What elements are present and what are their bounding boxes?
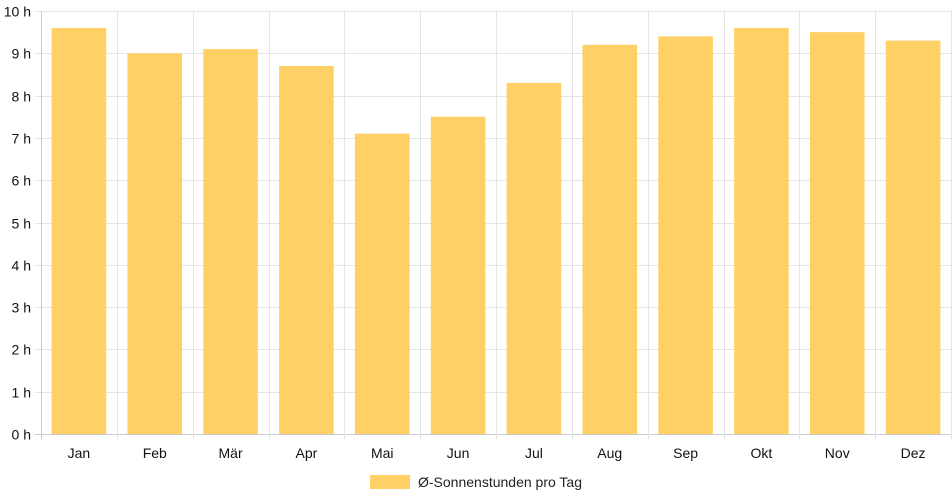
legend-swatch — [370, 475, 411, 489]
y-tick-label: 6 h — [12, 173, 31, 189]
y-tick-label: 3 h — [12, 300, 31, 316]
y-tick-label: 5 h — [12, 216, 31, 232]
y-tick-label: 0 h — [12, 427, 31, 443]
x-tick-label: Sep — [673, 445, 698, 461]
bar-Dez[interactable] — [885, 40, 941, 435]
legend-label: Ø-Sonnenstunden pro Tag — [418, 474, 582, 490]
grid-lines — [35, 11, 952, 440]
y-tick-label: 10 h — [4, 4, 31, 20]
bar-Sep[interactable] — [658, 36, 713, 434]
x-tick-label: Okt — [751, 445, 773, 461]
bar-Aug[interactable] — [582, 44, 638, 435]
x-tick-label: Jun — [447, 445, 470, 461]
bar-Mai[interactable] — [354, 133, 410, 435]
x-tick-label: Aug — [597, 445, 622, 461]
bar-Okt[interactable] — [734, 27, 789, 434]
y-tick-label: 1 h — [12, 385, 31, 401]
x-tick-label: Mai — [371, 445, 394, 461]
bars — [51, 27, 941, 435]
y-tick-label: 8 h — [12, 89, 31, 105]
y-tick-label: 7 h — [12, 131, 31, 147]
bar-Jan[interactable] — [51, 27, 107, 434]
x-tick-label: Jan — [68, 445, 91, 461]
bar-Nov[interactable] — [809, 32, 865, 435]
x-tick-label: Mär — [219, 445, 243, 461]
bar-Mär[interactable] — [203, 49, 258, 434]
x-tick-label: Feb — [143, 445, 167, 461]
bar-Jun[interactable] — [430, 116, 486, 434]
x-tick-label: Dez — [901, 445, 926, 461]
y-tick-label: 2 h — [12, 342, 31, 358]
y-tick-label: 9 h — [12, 46, 31, 62]
y-axis-ticks: 0 h 1 h 2 h 3 h 4 h 5 h 6 h 7 h 8 h 9 h 10 h — [4, 4, 31, 443]
bar-Jul[interactable] — [506, 82, 562, 434]
x-tick-label: Apr — [296, 445, 318, 461]
y-tick-label: 4 h — [12, 258, 31, 274]
x-tick-label: Jul — [525, 445, 543, 461]
bar-Feb[interactable] — [127, 53, 183, 435]
x-axis-ticks: Jan Feb Mär Apr Mai Jun Jul Aug Sep Okt Nov Dez — [68, 445, 926, 461]
legend[interactable]: Ø-Sonnenstunden pro Tag — [370, 474, 582, 490]
bar-Apr[interactable] — [279, 65, 334, 435]
x-tick-label: Nov — [825, 445, 850, 461]
